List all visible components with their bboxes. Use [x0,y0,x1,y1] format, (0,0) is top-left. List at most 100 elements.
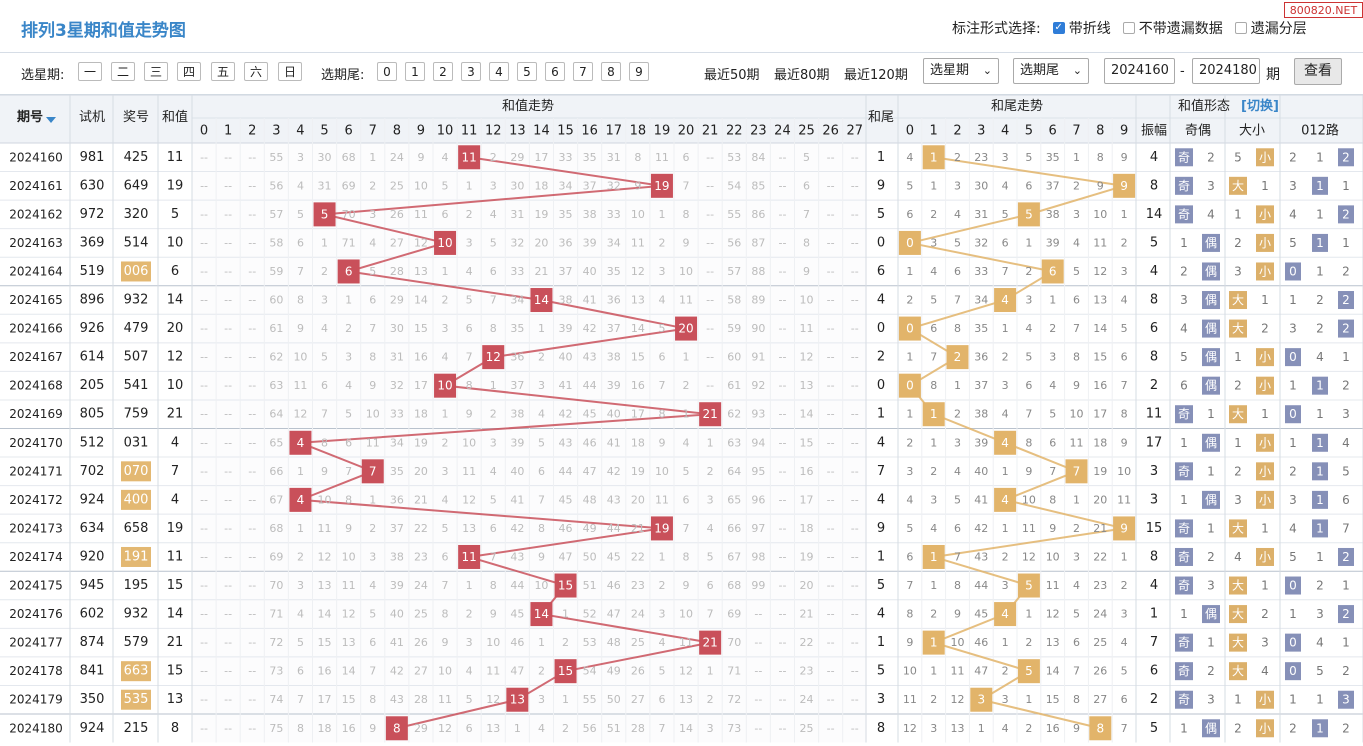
odd-even-cell: 4 [1207,207,1215,221]
tail-miss: 2 [1002,550,1009,563]
odd-even-cell: 偶 [1205,607,1217,621]
road-cell: 5 [1289,550,1297,564]
weekday-button[interactable]: 三 [144,62,168,81]
tail-miss: 7 [1002,265,1009,278]
sum-miss: -- [851,236,859,249]
sum-miss: 39 [559,322,573,335]
tail-button[interactable]: 8 [601,62,621,81]
weekday-button[interactable]: 六 [244,62,268,81]
recent-80-link[interactable]: 最近80期 [774,68,830,83]
sum-miss: 51 [583,579,597,592]
amplitude-cell: 8 [1150,549,1158,564]
odd-even-cell: 1 [1207,464,1215,478]
tail-axis-label: 2 [953,124,961,139]
weekday-button[interactable]: 一 [78,62,102,81]
tail-miss: 6 [1073,636,1080,649]
sum-miss: 1 [683,351,690,364]
tail-button[interactable]: 6 [545,62,565,81]
road-badge [1312,233,1328,252]
weekday-button[interactable]: 四 [177,62,201,81]
sum-miss: 9 [369,379,376,392]
sum-miss: 35 [607,265,621,278]
checkbox-with-line[interactable]: ✓ [1052,22,1065,34]
tail-ball [922,145,945,170]
draw-cell: 932 [124,607,149,622]
checkbox-miss-layer[interactable] [1234,22,1247,34]
sum-miss: 42 [607,465,621,478]
sum-miss: -- [200,436,208,449]
sum-miss: 2 [369,179,376,192]
tail-miss: 4 [1049,379,1056,392]
option-no-miss-label[interactable]: 不带遗漏数据 [1138,21,1223,37]
tail-button[interactable]: 5 [517,62,537,81]
tail-button[interactable]: 3 [461,62,481,81]
tail-miss: 10 [951,636,965,649]
weekday-select[interactable]: 选星期 ⌄ [923,58,999,84]
road-badge [1312,490,1328,509]
option-with-line-label[interactable]: 带折线 [1068,21,1111,37]
amplitude-cell: 17 [1146,435,1163,450]
sum-miss: 7 [466,351,473,364]
query-button[interactable]: 查看 [1294,58,1342,85]
sum-miss: 42 [510,522,524,535]
weekday-button[interactable]: 二 [111,62,135,81]
sum-miss: 10 [655,465,669,478]
road-cell: 2 [1342,607,1350,621]
tail-miss: 37 [1046,179,1060,192]
sum-axis-label: 5 [320,124,328,139]
sum-miss: 3 [369,550,376,563]
sum-miss: 44 [583,379,597,392]
tail-miss: 3 [1073,208,1080,221]
tail-miss: 39 [1046,236,1060,249]
sum-miss: 44 [607,522,621,535]
tail-ball-label: 1 [930,407,938,421]
sum-miss: 39 [510,436,524,449]
tail-select[interactable]: 选期尾 ⌄ [1013,58,1089,84]
tail-miss: 3 [1002,379,1009,392]
tail-miss: 8 [954,579,961,592]
sum-tail-cell: 1 [877,635,885,650]
sum-miss: 4 [707,522,714,535]
draw-cell: 514 [124,235,149,250]
switch-link[interactable]: [切换] [1241,98,1279,114]
tail-button[interactable]: 0 [377,62,397,81]
weekday-button[interactable]: 五 [211,62,235,81]
trial-cell: 634 [80,521,105,536]
weekday-button[interactable]: 日 [278,62,302,81]
sum-miss: 49 [607,665,621,678]
tail-ball-label: 4 [1001,493,1009,507]
odd-even-cell: 1 [1180,436,1188,450]
tail-ball-label: 1 [930,150,938,164]
sum-miss: 12 [462,493,476,506]
recent-120-link[interactable]: 最近120期 [844,68,908,83]
sum-miss: 14 [800,408,814,421]
road-cell: 2 [1342,550,1350,564]
tail-miss: 9 [1121,151,1128,164]
tail-button[interactable]: 2 [433,62,453,81]
tail-button[interactable]: 4 [489,62,509,81]
period-from-input[interactable]: 2024160 [1104,58,1175,84]
checkbox-no-miss[interactable] [1122,22,1135,34]
sum-miss: 23 [414,550,428,563]
draw-cell: 535 [124,692,149,707]
period-to-input[interactable]: 2024180 [1192,58,1260,84]
recent-50-link[interactable]: 最近50期 [704,68,760,83]
sum-miss: 8 [683,208,690,221]
sum-miss: 17 [631,408,645,421]
road-cell: 0 [1289,664,1297,678]
road-badge [1338,148,1354,167]
road-cell: 1 [1316,407,1324,421]
tail-miss: 5 [1073,265,1080,278]
tail-button[interactable]: 7 [573,62,593,81]
tail-button[interactable]: 9 [629,62,649,81]
tail-button[interactable]: 1 [405,62,425,81]
odd-even-cell: 奇 [1178,207,1190,221]
sum-miss: 6 [466,722,473,735]
tail-miss: 10 [903,665,917,678]
tail-miss: 14 [1093,322,1107,335]
sum-axis-label: 20 [678,124,695,139]
option-miss-layer-label[interactable]: 遗漏分层 [1250,21,1307,37]
trial-cell: 805 [80,407,105,422]
tail-miss: 4 [930,265,937,278]
header-period[interactable]: 期号 [17,110,43,125]
